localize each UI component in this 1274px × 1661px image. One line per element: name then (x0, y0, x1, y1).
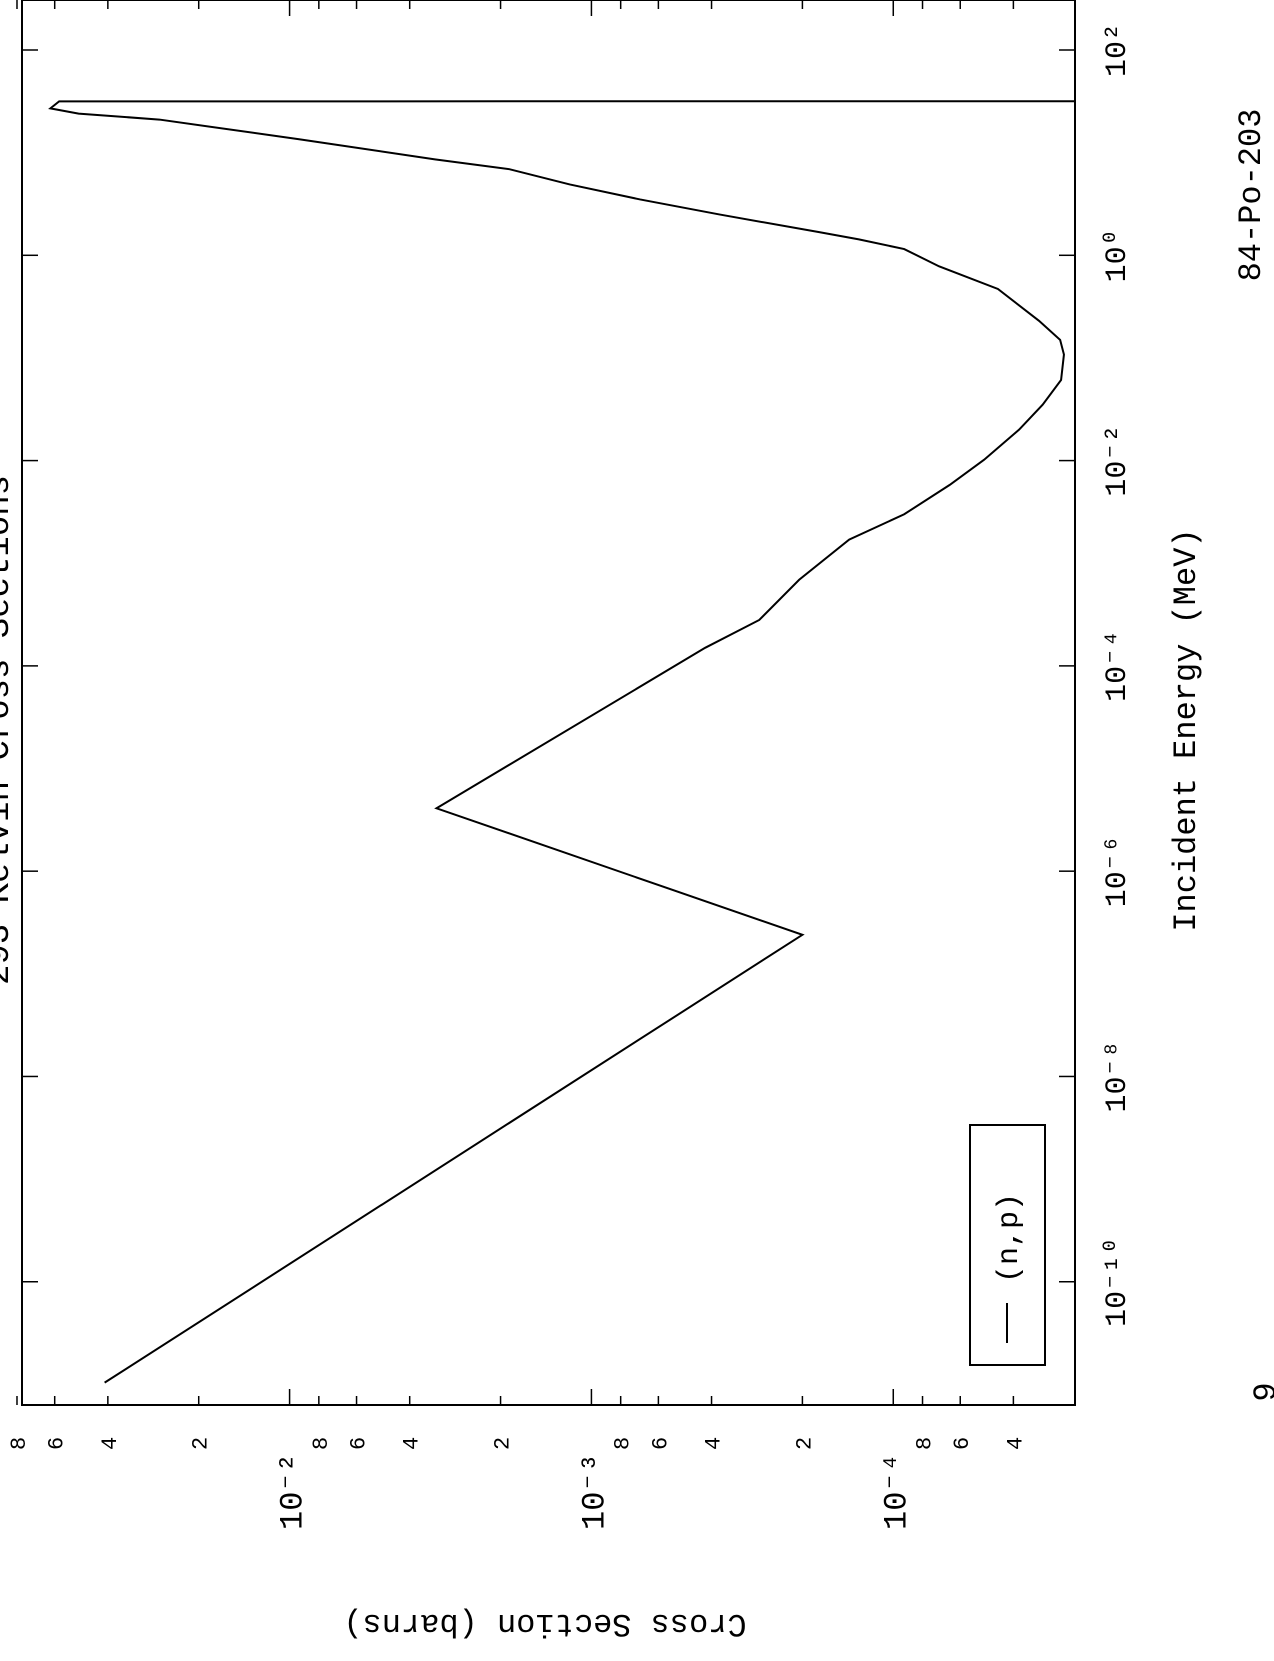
x-tick-label: 10⁻⁸ (1101, 1040, 1135, 1112)
y-tick-label: 10⁻² (275, 1453, 312, 1530)
y-tick-label: 8 (7, 1437, 32, 1450)
x-tick-label: 10⁻¹⁰ (1101, 1237, 1135, 1327)
y-tick-label: 8 (611, 1437, 636, 1450)
x-tick-label: 10² (1101, 23, 1135, 77)
plot-frame (21, 0, 1076, 1406)
y-tick-label: 6 (648, 1437, 673, 1450)
x-tick-label: 10⁰ (1101, 228, 1135, 282)
y-tick-label: 10⁻⁴ (878, 1453, 915, 1530)
y-tick-label: 4 (702, 1437, 727, 1450)
annotation: 84-Po-203 (1233, 109, 1270, 282)
y-tick-label: 4 (400, 1437, 425, 1450)
data-line (48, 100, 1076, 1384)
y-tick-label: 8 (309, 1437, 334, 1450)
x-tick-label: 10⁻² (1101, 425, 1135, 497)
legend-box (969, 1124, 1046, 1366)
x-axis-label: Incident Energy (MeV) (1168, 528, 1205, 931)
annotation: 9 (1248, 1382, 1274, 1401)
y-tick-label: 4 (1003, 1437, 1028, 1450)
y-axis-label: Cross Section (barns) (343, 1605, 746, 1642)
legend-label: (n,p) (993, 1193, 1027, 1283)
y-tick-label: 10⁻³ (576, 1453, 613, 1530)
y-tick-label: 2 (792, 1437, 817, 1450)
x-tick-label: 10⁻⁴ (1101, 630, 1135, 702)
y-tick-label: 2 (189, 1437, 214, 1450)
chart-title: 293 Kelvin Cross Sections (0, 475, 19, 985)
y-tick-label: 6 (45, 1437, 70, 1450)
y-tick-label: 6 (950, 1437, 975, 1450)
y-tick-label: 2 (491, 1437, 516, 1450)
y-tick-label: 8 (913, 1437, 938, 1450)
x-tick-label: 10⁻⁶ (1101, 835, 1135, 907)
y-tick-label: 4 (98, 1437, 123, 1450)
y-tick-label: 6 (347, 1437, 372, 1450)
